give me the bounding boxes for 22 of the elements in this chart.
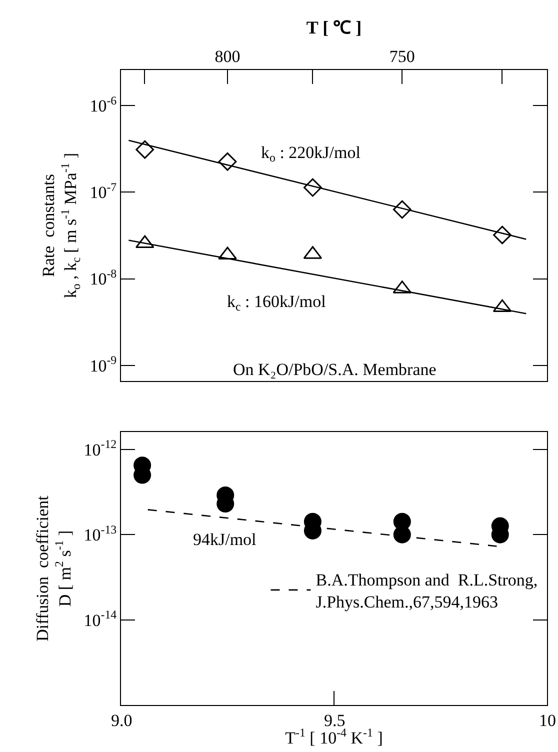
y-tick-label: 10$^{-6}$ [90, 93, 117, 116]
x-tick-label: 10 [539, 711, 556, 730]
y-tick-label: 10$^{-14}$ [84, 608, 117, 630]
point [392, 200, 412, 219]
x2-tick-label: 750 [389, 47, 415, 66]
y-tick-label: 10$^{-7}$ [90, 180, 117, 202]
y-tick-label: 10$^{-8}$ [90, 266, 117, 289]
point [136, 140, 154, 159]
point [493, 226, 512, 244]
point [218, 152, 237, 171]
annotation: k$_{c}$ : 160kJ/mol [227, 292, 326, 314]
annotation: On K₂O/PbO/S.A. Membrane [233, 360, 436, 379]
y-tick-label: 10$^{-9}$ [90, 353, 117, 376]
point [304, 178, 322, 197]
legend-label: B.A.Thompson and R.L.Strong, J.Phys.Chem.,67,594,1963 [316, 570, 538, 612]
y-tick-label: 10$^{-13}$ [84, 522, 117, 545]
x2-axis-title: T [ ℃ ] [306, 17, 362, 38]
x2-tick-label: 800 [214, 47, 240, 66]
annotation: 94kJ/mol [193, 530, 257, 549]
x-tick-label: 9.0 [111, 711, 132, 730]
y-tick-label: 10$^{-12}$ [84, 437, 117, 460]
annotation: k$_{o}$ : 220kJ/mol [261, 143, 361, 165]
